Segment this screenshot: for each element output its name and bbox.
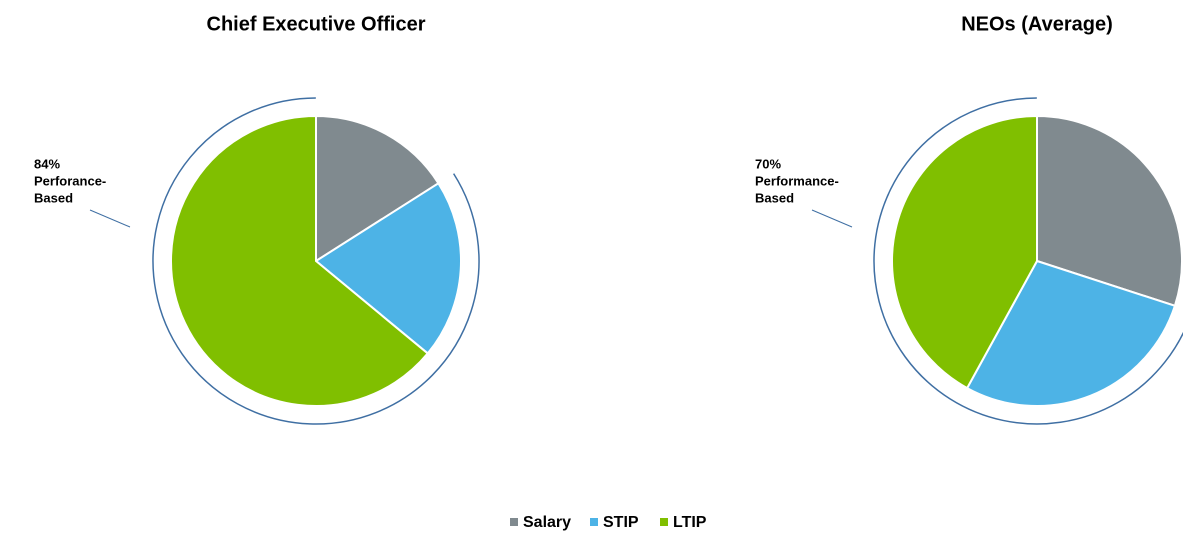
annotation: Based [755,190,794,205]
legend-swatch [590,518,598,526]
legend-label: STIP [603,514,639,531]
pie-slice [315,114,440,263]
pie-slice [170,114,430,407]
performance-arc [873,97,1183,425]
legend-label: LTIP [673,514,707,531]
annotation: Performance- [755,173,839,188]
pie-slice [891,114,1038,390]
legend-swatch [660,518,668,526]
chart-title: Chief Executive Officer [207,13,426,35]
legend-label: Salary [523,514,571,531]
performance-arc [152,97,480,425]
annotation: 70% [755,156,781,171]
legend-swatch [510,518,518,526]
annotation: Perforance- [34,173,106,188]
chart-title: NEOs (Average) [961,13,1113,35]
leader-line [811,209,853,228]
leader-line [89,209,131,228]
annotation: Based [34,190,73,205]
pie-slice [1036,114,1183,308]
pie-slice [314,181,462,355]
annotation: 84% [34,156,60,171]
pie-slice [965,259,1177,407]
